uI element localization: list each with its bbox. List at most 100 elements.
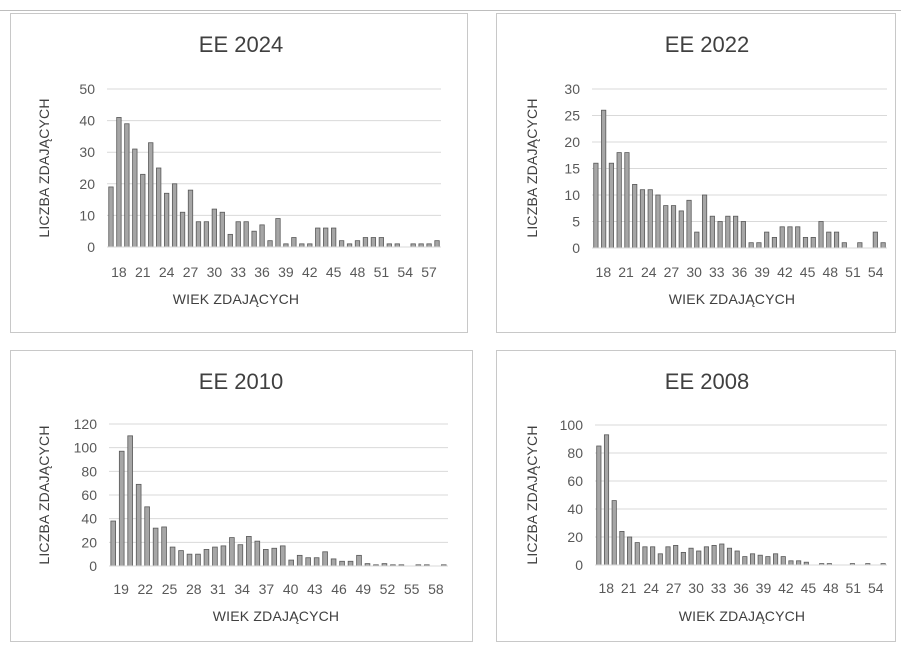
x-tick-label: 52 bbox=[380, 581, 396, 597]
bar-age-20 bbox=[118, 450, 125, 567]
bar-age-21 bbox=[127, 435, 133, 567]
x-tick-label: 34 bbox=[234, 581, 250, 597]
y-tick-label: 20 bbox=[567, 529, 583, 545]
chart-panel-ee-2024: EE 2024 0 10 20 30 40 50 18 21 24 27 30 33 36 39 42 45 48… bbox=[10, 13, 468, 333]
bar-age-46 bbox=[331, 227, 337, 248]
x-tick-label: 24 bbox=[159, 264, 175, 280]
bar-age-45 bbox=[323, 227, 329, 248]
bar-age-38 bbox=[742, 556, 748, 566]
bar-age-20 bbox=[124, 123, 130, 248]
x-tick-label: 37 bbox=[259, 581, 275, 597]
x-tick-label: 45 bbox=[326, 264, 342, 280]
bar-age-19 bbox=[110, 520, 117, 567]
bar-age-34 bbox=[237, 544, 244, 567]
y-tick-label: 20 bbox=[81, 534, 97, 550]
bar-age-40 bbox=[288, 559, 294, 567]
y-tick-label: 40 bbox=[79, 113, 95, 129]
x-tick-label: 39 bbox=[754, 264, 770, 280]
x-axis-title: WIEK ZDAJĄCYCH bbox=[173, 291, 299, 307]
x-tick-label: 22 bbox=[138, 581, 154, 597]
bar-age-22 bbox=[135, 483, 142, 567]
bar-age-37 bbox=[733, 215, 739, 249]
x-tick-label: 42 bbox=[778, 580, 794, 596]
bar-age-27 bbox=[655, 194, 661, 249]
chart-title: EE 2022 bbox=[665, 32, 749, 57]
bar-age-41 bbox=[296, 554, 303, 567]
bar-age-22 bbox=[140, 173, 146, 248]
x-tick-label: 33 bbox=[709, 264, 725, 280]
bar-age-28 bbox=[663, 205, 669, 249]
bar-age-34 bbox=[235, 221, 241, 248]
x-tick-label: 42 bbox=[777, 264, 793, 280]
bar-age-51 bbox=[841, 242, 847, 249]
y-tick-label: 0 bbox=[575, 557, 583, 573]
bar-age-49 bbox=[354, 240, 361, 248]
chart-title: EE 2010 bbox=[199, 369, 283, 394]
x-tick-label: 19 bbox=[113, 581, 129, 597]
bar-age-41 bbox=[291, 237, 297, 248]
bar-age-56 bbox=[880, 242, 886, 249]
bar-age-33 bbox=[703, 546, 709, 566]
bar-age-37 bbox=[263, 549, 269, 567]
bar-age-47 bbox=[347, 560, 354, 567]
x-tick-label: 31 bbox=[210, 581, 226, 597]
bar-age-49 bbox=[826, 231, 832, 249]
y-tick-label: 80 bbox=[567, 445, 583, 461]
bar-chart-ee-2010: EE 2010 0 20 40 60 80 100 120 19 22 25 28 31 34 37 40 43… bbox=[36, 369, 448, 624]
bar-age-39 bbox=[275, 218, 281, 248]
bar-age-38 bbox=[267, 240, 273, 248]
x-axis-title: WIEK ZDAJĄCYCH bbox=[679, 608, 805, 624]
y-tick-label: 120 bbox=[74, 416, 98, 432]
x-tick-label: 51 bbox=[846, 580, 862, 596]
chart-title: EE 2024 bbox=[199, 32, 283, 57]
bar-age-44 bbox=[787, 226, 793, 249]
bar-age-35 bbox=[243, 221, 249, 248]
x-tick-label: 49 bbox=[355, 581, 371, 597]
bar-age-18 bbox=[108, 186, 114, 248]
x-tick-label: 51 bbox=[374, 264, 390, 280]
bar-age-43 bbox=[779, 226, 785, 249]
y-tick-label: 30 bbox=[79, 144, 95, 160]
bar-age-36 bbox=[726, 547, 733, 566]
bar-age-44 bbox=[788, 560, 794, 566]
bar-age-30 bbox=[678, 210, 684, 249]
x-tick-label: 21 bbox=[618, 264, 634, 280]
y-tick-label: 25 bbox=[564, 108, 580, 124]
bar-age-31 bbox=[688, 547, 694, 566]
bar-age-27 bbox=[657, 553, 663, 566]
y-tick-label: 0 bbox=[572, 240, 580, 256]
bar-age-50 bbox=[833, 231, 840, 249]
bar-age-32 bbox=[219, 211, 225, 248]
x-tick-label: 18 bbox=[111, 264, 127, 280]
x-tick-label: 36 bbox=[733, 580, 749, 596]
bar-age-24 bbox=[156, 167, 162, 248]
bar-age-39 bbox=[749, 553, 756, 566]
bar-age-26 bbox=[647, 189, 653, 249]
x-tick-label: 33 bbox=[230, 264, 246, 280]
y-tick-label: 0 bbox=[87, 239, 95, 255]
y-axis-title: LICZBA ZDAJĄCYCH bbox=[524, 425, 540, 564]
chart-panel-ee-2022: EE 2022 0 5 10 15 20 25 30 18 21 24 27 30 33 36 39 42 45 4… bbox=[496, 13, 896, 333]
bar-age-34 bbox=[709, 215, 715, 249]
x-tick-label: 45 bbox=[800, 264, 816, 280]
x-tick-label: 30 bbox=[688, 580, 704, 596]
bar-age-36 bbox=[251, 230, 257, 248]
y-tick-label: 50 bbox=[79, 81, 95, 97]
bar-age-19 bbox=[596, 445, 602, 566]
x-tick-label: 28 bbox=[186, 581, 202, 597]
y-axis-title: LICZBA ZDAJĄCYCH bbox=[36, 98, 52, 237]
bar-age-32 bbox=[694, 231, 700, 249]
bar-age-40 bbox=[756, 242, 762, 249]
canvas-top-line bbox=[0, 10, 901, 11]
bar-age-32 bbox=[696, 550, 702, 566]
bar-chart-ee-2022: EE 2022 0 5 10 15 20 25 30 18 21 24 27 30 33 36 39 42 45 4… bbox=[524, 32, 887, 307]
bar-age-22 bbox=[619, 530, 625, 566]
chart-panel-ee-2010: EE 2010 0 20 40 60 80 100 120 19 22 25 28 31 34 37 40 43… bbox=[10, 350, 473, 642]
x-tick-label: 48 bbox=[823, 580, 839, 596]
y-axis-title: LICZBA ZDAJĄCYCH bbox=[36, 425, 52, 564]
x-axis-title: WIEK ZDAJĄCYCH bbox=[213, 608, 339, 624]
bar-age-36 bbox=[254, 540, 261, 567]
bar-age-29 bbox=[673, 544, 679, 566]
bar-age-35 bbox=[719, 543, 725, 566]
bar-age-38 bbox=[740, 221, 746, 249]
